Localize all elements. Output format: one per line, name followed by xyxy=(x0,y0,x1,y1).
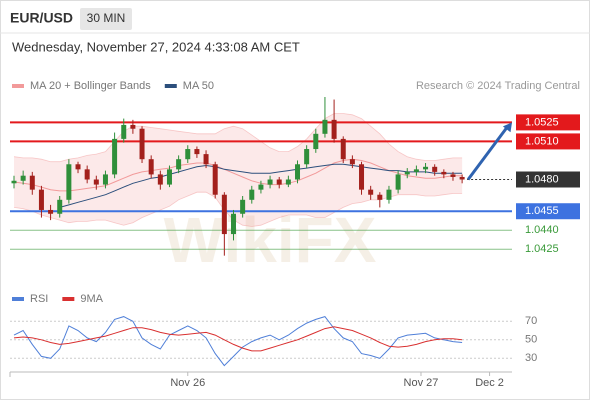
candle-body xyxy=(230,213,236,235)
candle-body xyxy=(304,149,310,165)
candle-body xyxy=(441,171,447,175)
candle-body xyxy=(386,189,392,200)
legend-swatch xyxy=(164,84,177,88)
x-tick-label: Dec 2 xyxy=(475,377,504,389)
level-box xyxy=(516,203,580,220)
level-label: 1.0510 xyxy=(525,135,559,147)
candle-body xyxy=(295,164,301,180)
candle-body xyxy=(377,194,383,200)
level-box xyxy=(516,171,580,188)
level-box xyxy=(516,133,580,150)
candle-body xyxy=(276,179,282,185)
candle-body xyxy=(258,184,264,190)
level-label: 1.0455 xyxy=(525,205,559,217)
candle-body xyxy=(185,149,191,160)
candle-body xyxy=(340,138,346,160)
candle-body xyxy=(130,124,136,129)
candle-body xyxy=(20,175,26,181)
candle-body xyxy=(413,169,419,172)
candle-body xyxy=(404,171,410,175)
level-label: 1.0440 xyxy=(525,224,559,236)
legend-label: RSI xyxy=(30,293,48,305)
candle-body xyxy=(194,149,200,155)
timestamp: Wednesday, November 27, 2024 4:33:08 AM … xyxy=(12,39,300,54)
candle-body xyxy=(121,124,127,139)
candle-body xyxy=(203,154,209,165)
level-label: 1.0425 xyxy=(525,243,559,255)
legend-swatch xyxy=(12,84,24,88)
candle-body xyxy=(313,133,319,150)
candle-body xyxy=(166,169,172,185)
candle-body xyxy=(423,166,429,170)
candle-body xyxy=(11,180,17,184)
candle-body xyxy=(459,176,465,180)
candle-body xyxy=(148,159,154,175)
candle-body xyxy=(157,174,163,185)
level-label: 1.0480 xyxy=(525,173,559,185)
candle-body xyxy=(75,164,81,170)
candle-body xyxy=(221,194,227,235)
candle-body xyxy=(322,119,328,134)
y-tick-label: 50 xyxy=(525,334,537,346)
candle-body xyxy=(66,164,72,200)
x-tick-label: Nov 27 xyxy=(404,377,439,389)
candle-body xyxy=(176,159,182,170)
watermark: WikiFX xyxy=(164,204,377,276)
legend-swatch xyxy=(12,297,24,301)
candle-body xyxy=(240,199,246,214)
symbol: EUR/USD xyxy=(10,10,73,26)
candle-body xyxy=(38,189,44,210)
rsi-line xyxy=(13,316,463,367)
legend-swatch xyxy=(62,297,75,301)
y-tick-label: 70 xyxy=(525,315,537,327)
legend-label: 9MA xyxy=(80,293,103,305)
candle-body xyxy=(285,179,291,185)
candle-body xyxy=(139,128,145,160)
candle-body xyxy=(432,166,438,172)
ma-line xyxy=(59,163,463,208)
candle-body xyxy=(359,164,365,190)
y-tick-label: 30 xyxy=(525,352,537,364)
candle-body xyxy=(267,179,273,185)
candle-body xyxy=(331,119,337,139)
candle-body xyxy=(395,174,401,190)
level-box xyxy=(516,114,580,131)
candle-body xyxy=(93,179,99,185)
candle-body xyxy=(249,189,255,200)
rsi-line xyxy=(13,326,463,352)
candle-body xyxy=(212,164,218,195)
timeframe-badge xyxy=(80,8,132,30)
target-arrow-head xyxy=(502,122,512,133)
level-label: 1.0525 xyxy=(525,116,559,128)
target-arrow xyxy=(466,126,509,181)
candle-body xyxy=(450,174,456,177)
x-tick-label: Nov 26 xyxy=(170,377,205,389)
candle-body xyxy=(349,159,355,165)
candle-body xyxy=(84,169,90,180)
candle-body xyxy=(112,138,118,175)
timeframe: 30 MIN xyxy=(87,11,126,25)
candle-body xyxy=(57,199,63,214)
legend-label: MA 50 xyxy=(183,80,214,92)
candle-body xyxy=(102,174,108,185)
credit: Research © 2024 Trading Central xyxy=(416,80,580,92)
legend-label: MA 20 + Bollinger Bands xyxy=(30,80,151,92)
candle-body xyxy=(368,189,374,195)
candle-body xyxy=(48,209,54,214)
candle-body xyxy=(29,175,35,190)
